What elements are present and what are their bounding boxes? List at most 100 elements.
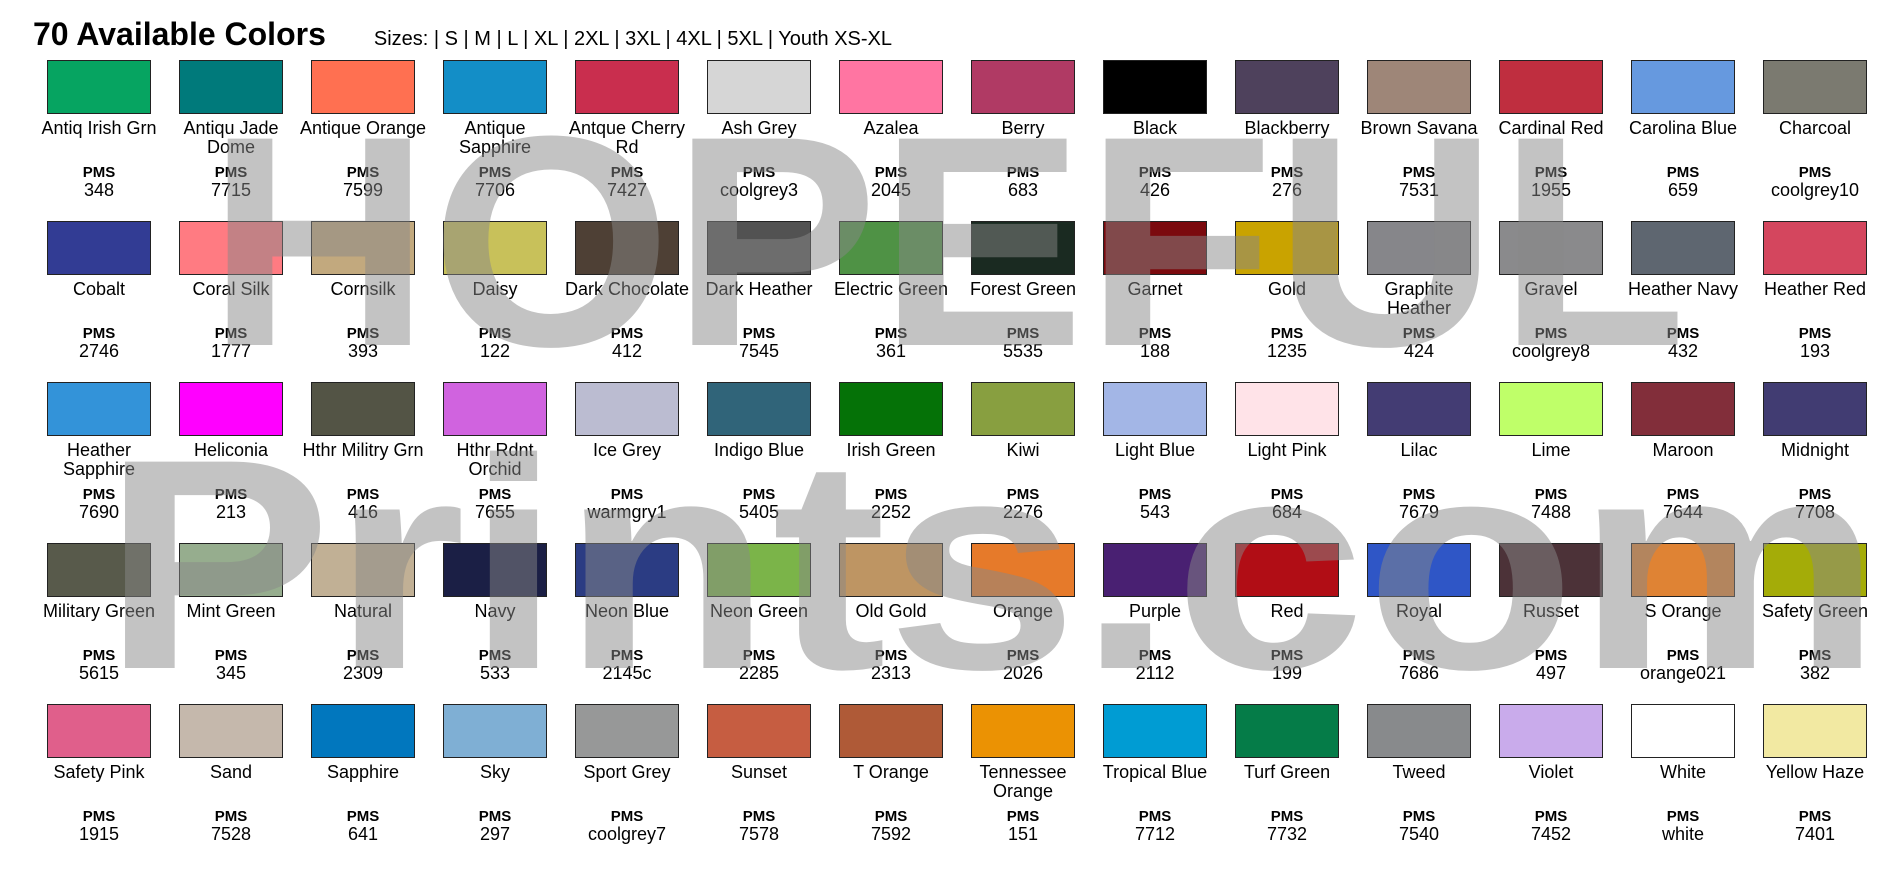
color-swatch: [1499, 704, 1603, 758]
color-name: White: [1659, 762, 1706, 782]
pms-value: 2145c: [602, 663, 652, 683]
color-swatch: [311, 221, 415, 275]
color-swatch: [575, 60, 679, 114]
pms-value: 683: [1007, 180, 1039, 200]
color-item: Antiqu Jade Dome PMS 7715: [165, 60, 297, 221]
color-swatch: [1367, 221, 1471, 275]
color-name: Old Gold: [855, 601, 927, 621]
color-item: Sapphire PMS 641: [297, 704, 429, 865]
color-item: Purple PMS 2112: [1089, 543, 1221, 704]
pms-value: 7655: [474, 502, 516, 522]
pms-label: PMS: [1798, 647, 1832, 664]
color-swatch: [1103, 221, 1207, 275]
color-name: Hthr Militry Grn: [302, 440, 424, 460]
color-name: Sport Grey: [583, 762, 671, 782]
color-name: Safety Green: [1761, 601, 1869, 621]
pms-label: PMS: [1798, 164, 1832, 181]
pms-label: PMS: [1402, 164, 1436, 181]
color-name: Royal: [1395, 601, 1443, 621]
pms-label: PMS: [214, 486, 248, 503]
color-name: Antiqu Jade Dome: [183, 118, 279, 157]
pms-label: PMS: [1534, 164, 1568, 181]
color-name: Charcoal: [1778, 118, 1852, 138]
pms-label: PMS: [1402, 486, 1436, 503]
pms-label: PMS: [82, 164, 116, 181]
pms-value: 7528: [210, 824, 252, 844]
color-item: Light Blue PMS 543: [1089, 382, 1221, 543]
pms-label: PMS: [1138, 325, 1172, 342]
color-swatch: [1235, 221, 1339, 275]
pms-value: 188: [1139, 341, 1171, 361]
color-name: Antque Cherry Rd: [568, 118, 686, 157]
color-swatch: [1367, 382, 1471, 436]
color-item: Antique Orange PMS 7599: [297, 60, 429, 221]
color-item: Safety Green PMS 382: [1749, 543, 1881, 704]
pms-value: 1777: [210, 341, 252, 361]
color-item: Midnight PMS 7708: [1749, 382, 1881, 543]
pms-value: 7708: [1794, 502, 1836, 522]
color-name: Red: [1270, 601, 1304, 621]
color-name: Light Blue: [1114, 440, 1196, 460]
color-item: Neon Blue PMS 2145c: [561, 543, 693, 704]
color-item: Antque Cherry Rd PMS 7427: [561, 60, 693, 221]
pms-label: PMS: [1402, 808, 1436, 825]
color-name: Blackberry: [1244, 118, 1330, 138]
color-name: Azalea: [863, 118, 919, 138]
color-swatch: [1631, 60, 1735, 114]
pms-label: PMS: [1006, 164, 1040, 181]
color-swatch: [47, 60, 151, 114]
pms-value: 7540: [1398, 824, 1440, 844]
color-swatch: [311, 704, 415, 758]
pms-value: 7644: [1662, 502, 1704, 522]
color-swatch: [311, 382, 415, 436]
color-item: Kiwi PMS 2276: [957, 382, 1089, 543]
color-name: Military Green: [42, 601, 156, 621]
pms-label: PMS: [1402, 325, 1436, 342]
color-swatch: [1103, 382, 1207, 436]
pms-value: 7706: [474, 180, 516, 200]
color-swatch: [1499, 543, 1603, 597]
color-item: Heather Red PMS 193: [1749, 221, 1881, 382]
color-item: Antiq Irish Grn PMS 348: [33, 60, 165, 221]
pms-value: 361: [875, 341, 907, 361]
pms-label: PMS: [82, 325, 116, 342]
color-name: Lime: [1531, 440, 1571, 460]
color-swatch: [179, 543, 283, 597]
color-swatch: [443, 382, 547, 436]
color-swatch: [839, 704, 943, 758]
color-name: Heather Sapphire: [62, 440, 136, 479]
pms-value: 5615: [78, 663, 120, 683]
color-name: Violet: [1528, 762, 1574, 782]
color-item: Sunset PMS 7578: [693, 704, 825, 865]
pms-value: 151: [1007, 824, 1039, 844]
color-item: Orange PMS 2026: [957, 543, 1089, 704]
color-swatch: [311, 543, 415, 597]
color-item: Indigo Blue PMS 5405: [693, 382, 825, 543]
color-swatch: [1235, 382, 1339, 436]
color-item: Electric Green PMS 361: [825, 221, 957, 382]
pms-value: 2313: [870, 663, 912, 683]
pms-value: 1955: [1530, 180, 1572, 200]
color-name: Navy: [474, 601, 516, 621]
color-swatch: [839, 543, 943, 597]
pms-value: 659: [1667, 180, 1699, 200]
color-swatch: [971, 382, 1075, 436]
pms-label: PMS: [1798, 486, 1832, 503]
pms-value: 7578: [738, 824, 780, 844]
pms-value: white: [1661, 824, 1705, 844]
pms-value: coolgrey10: [1770, 180, 1860, 200]
page-header: 70 Available Colors Sizes: | S | M | L |…: [33, 14, 892, 54]
pms-value: 424: [1403, 341, 1435, 361]
color-item: Ash Grey PMS coolgrey3: [693, 60, 825, 221]
color-name: Black: [1132, 118, 1177, 138]
color-item: Yellow Haze PMS 7401: [1749, 704, 1881, 865]
pms-label: PMS: [478, 325, 512, 342]
color-name: Indigo Blue: [713, 440, 805, 460]
color-swatch: [47, 543, 151, 597]
pms-value: 412: [611, 341, 643, 361]
color-swatch: [1763, 543, 1867, 597]
color-swatch: [707, 704, 811, 758]
color-name: Turf Green: [1243, 762, 1331, 782]
pms-label: PMS: [1666, 325, 1700, 342]
pms-value: 7592: [870, 824, 912, 844]
